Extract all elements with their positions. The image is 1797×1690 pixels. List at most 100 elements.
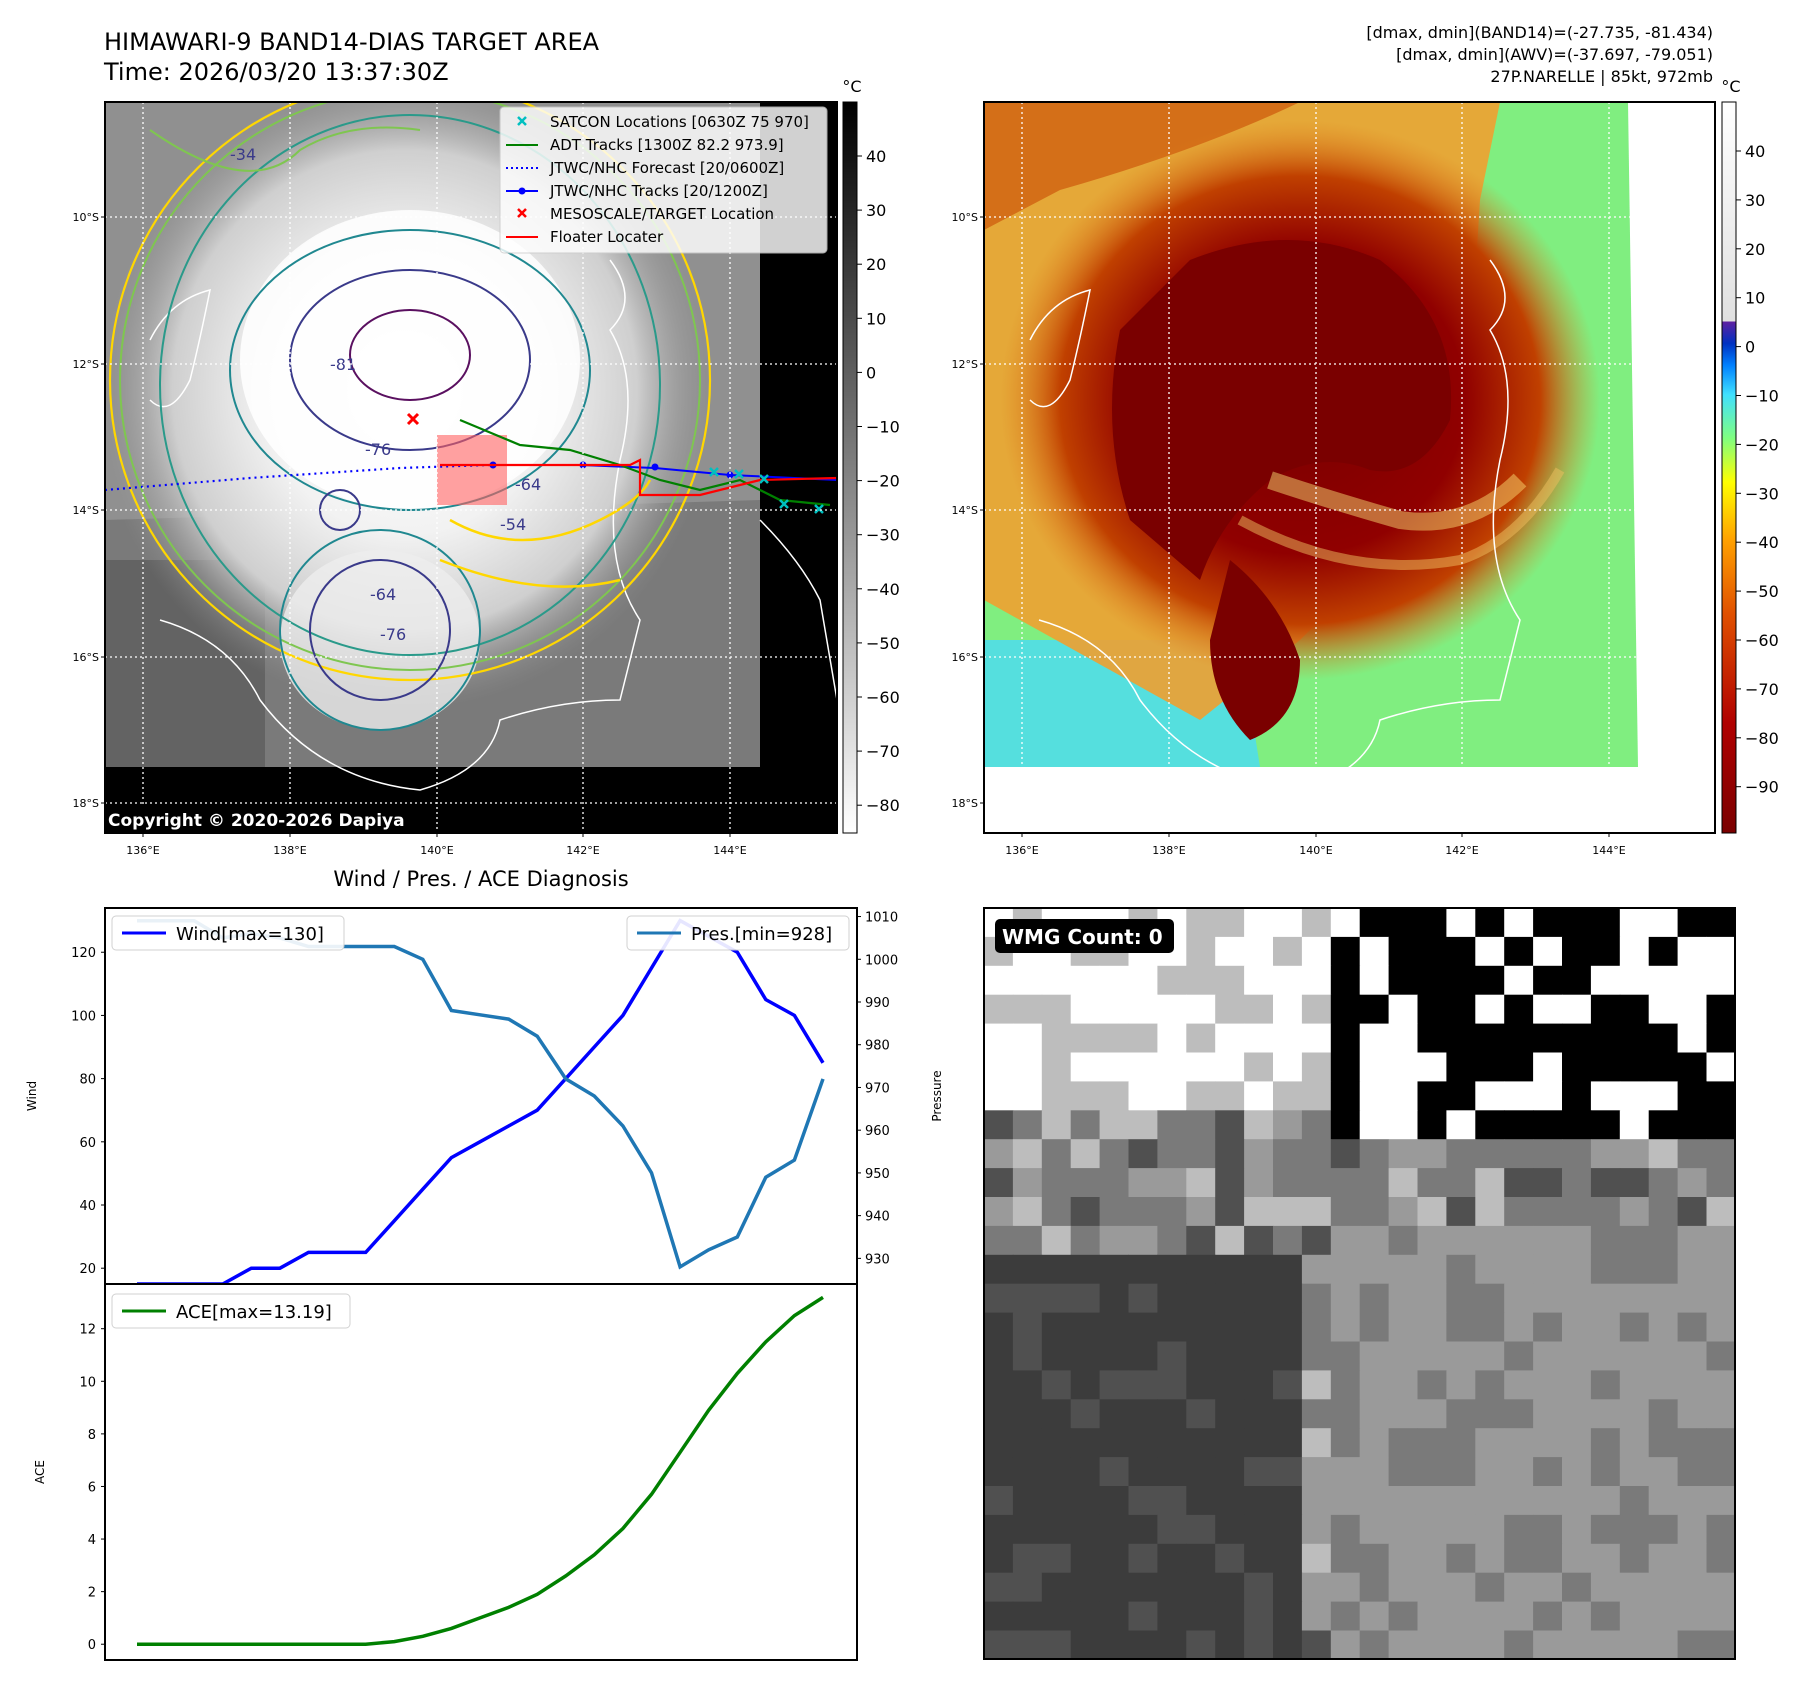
colorbar-tick: −70	[866, 742, 900, 761]
ace-tick: 8	[88, 1428, 96, 1443]
lat-tick-labels: 10°S 12°S 14°S 16°S 18°S	[952, 211, 984, 810]
contour-label: -76	[380, 625, 406, 644]
pressure-tick: 940	[865, 1210, 890, 1225]
ace-axis-label: ACE	[33, 1460, 47, 1484]
colorbar-tick: −10	[1745, 387, 1779, 406]
jtwc-forecast-track	[105, 463, 491, 492]
pressure-tick: 970	[865, 1081, 890, 1096]
lon-tick: 144°E	[1592, 844, 1625, 857]
target-marker	[406, 412, 420, 426]
ace-chart: 0 2 4 6 8 10 12 ACE ACE[max=13.19]	[33, 1283, 858, 1661]
colorbar-tick: −40	[1745, 533, 1779, 552]
contour-label: -81	[330, 355, 356, 374]
satcon-markers	[709, 467, 824, 514]
copyright-label: Copyright © 2020-2026 Dapiya	[108, 811, 405, 831]
lon-tick: 136°E	[1005, 844, 1038, 857]
pressure-tick: 930	[865, 1252, 890, 1267]
colorbar-unit: °C	[1721, 77, 1740, 96]
adt-track	[459, 418, 831, 507]
colorbar-tick: 30	[1745, 191, 1765, 210]
colorbar-tick: −40	[866, 580, 900, 599]
contour-label: -54	[500, 515, 526, 534]
map-legend-item: Floater Locater	[506, 228, 664, 246]
coastline	[159, 259, 641, 791]
colorbar-tick: −10	[866, 418, 900, 437]
lat-tick: 12°S	[73, 358, 99, 371]
wind-tick: 20	[79, 1262, 96, 1277]
coastline	[1038, 259, 1521, 791]
figure-title: HIMAWARI-9 BAND14-DIAS TARGET AREA	[104, 28, 600, 56]
map-legend-label: MESOSCALE/TARGET Location	[550, 205, 774, 223]
lat-tick: 14°S	[73, 504, 99, 517]
ir-map-panel: -81 -76 -64 -54 -64 -34 -76	[73, 101, 838, 857]
pressure-tick: 950	[865, 1167, 890, 1182]
colorbar-tick: −20	[866, 472, 900, 491]
map-legend-label: JTWC/NHC Forecast [20/0600Z]	[549, 159, 784, 177]
lon-tick: 140°E	[1299, 844, 1332, 857]
lat-tick: 14°S	[952, 504, 978, 517]
colorbar-tick: −80	[1745, 729, 1779, 748]
colorbar-tick: −20	[1745, 435, 1779, 454]
pressure-tick: 990	[865, 996, 890, 1011]
colorbar-tick: 40	[1745, 142, 1765, 161]
lon-tick: 138°E	[1152, 844, 1185, 857]
map-legend-label: ADT Tracks [1300Z 82.2 973.9]	[550, 136, 784, 154]
wmg-panel: WMG Count: 0	[983, 907, 1736, 1660]
wmg-count-label: WMG Count: 0	[1002, 925, 1163, 949]
map-gridlines	[984, 102, 1715, 833]
map-legend-item: JTWC/NHC Tracks [20/1200Z]	[506, 182, 768, 200]
lat-tick: 16°S	[73, 651, 99, 664]
figure-time: Time: 2026/03/20 13:37:30Z	[103, 58, 449, 86]
pressure-legend-label: Pres.[min=928]	[691, 924, 832, 945]
wind-tick: 60	[79, 1136, 96, 1151]
pressure-tick: 960	[865, 1124, 890, 1139]
map-legend-item: JTWC/NHC Forecast [20/0600Z]	[506, 159, 784, 177]
ace-tick: 12	[79, 1323, 96, 1338]
lon-tick-labels: 136°E 138°E 140°E 142°E 144°E	[126, 833, 747, 857]
colorbar-tick: 10	[866, 309, 886, 328]
colorbar-tick: −60	[1745, 631, 1779, 650]
pressure-tick: 1010	[865, 911, 898, 926]
storm-info: 27P.NARELLE | 85kt, 972mb	[1490, 67, 1713, 86]
lat-tick-labels: 10°S 12°S 14°S 16°S 18°S	[73, 211, 105, 810]
colorbar-tick: 40	[866, 147, 886, 166]
map-legend-label: Floater Locater	[550, 228, 664, 246]
map-legend-label: SATCON Locations [0630Z 75 970]	[550, 113, 809, 131]
lat-tick: 16°S	[952, 651, 978, 664]
map-legend: SATCON Locations [0630Z 75 970] ADT Track…	[499, 106, 828, 254]
floater-track	[440, 458, 837, 497]
colorbar-tick: −90	[1745, 778, 1779, 797]
wind-axis-label: Wind	[25, 1081, 39, 1111]
wind-legend-label: Wind[max=130]	[176, 924, 324, 945]
lon-tick: 136°E	[126, 844, 159, 857]
pressure-tick: 1000	[865, 953, 898, 968]
ace-tick: 10	[79, 1375, 96, 1390]
contour-label: -76	[365, 440, 391, 459]
diagnosis-title: Wind / Pres. / ACE Diagnosis	[333, 867, 628, 891]
ace-tick: 4	[88, 1533, 96, 1548]
contour-label: -34	[230, 145, 256, 164]
lon-tick: 142°E	[566, 844, 599, 857]
lat-tick: 18°S	[73, 797, 99, 810]
ace-tick: 6	[88, 1480, 96, 1495]
colorbar-tick: 30	[866, 201, 886, 220]
colorbar-tick: 0	[1745, 338, 1755, 357]
stats-band14: [dmax, dmin](BAND14)=(-27.735, -81.434)	[1366, 23, 1713, 42]
colorbar-color: °C 40 30 20 10 0 −10 −20 −30 −40 −50 −60 −70 −80 −90	[1721, 77, 1779, 834]
pressure-legend: Pres.[min=928]	[626, 915, 850, 951]
map-legend-item: ADT Tracks [1300Z 82.2 973.9]	[506, 136, 784, 154]
ace-tick: 2	[88, 1586, 96, 1601]
colorbar-tick: −60	[866, 688, 900, 707]
wind-tick: 80	[79, 1073, 96, 1088]
lon-tick: 138°E	[273, 844, 306, 857]
colorbar-tick: −30	[866, 526, 900, 545]
awv-map-panel: 10°S 12°S 14°S 16°S 18°S 136°E 138°E 140°E 142°…	[952, 101, 1716, 857]
stats-awv: [dmax, dmin](AWV)=(-37.697, -79.051)	[1396, 45, 1713, 64]
colorbar-tick: −70	[1745, 680, 1779, 699]
pressure-axis-label: Pressure	[930, 1070, 944, 1121]
lon-tick-labels: 136°E 138°E 140°E 142°E 144°E	[1005, 833, 1626, 857]
wind-tick: 100	[71, 1009, 96, 1024]
lon-tick: 142°E	[1445, 844, 1478, 857]
colorbar-tick: 20	[866, 255, 886, 274]
